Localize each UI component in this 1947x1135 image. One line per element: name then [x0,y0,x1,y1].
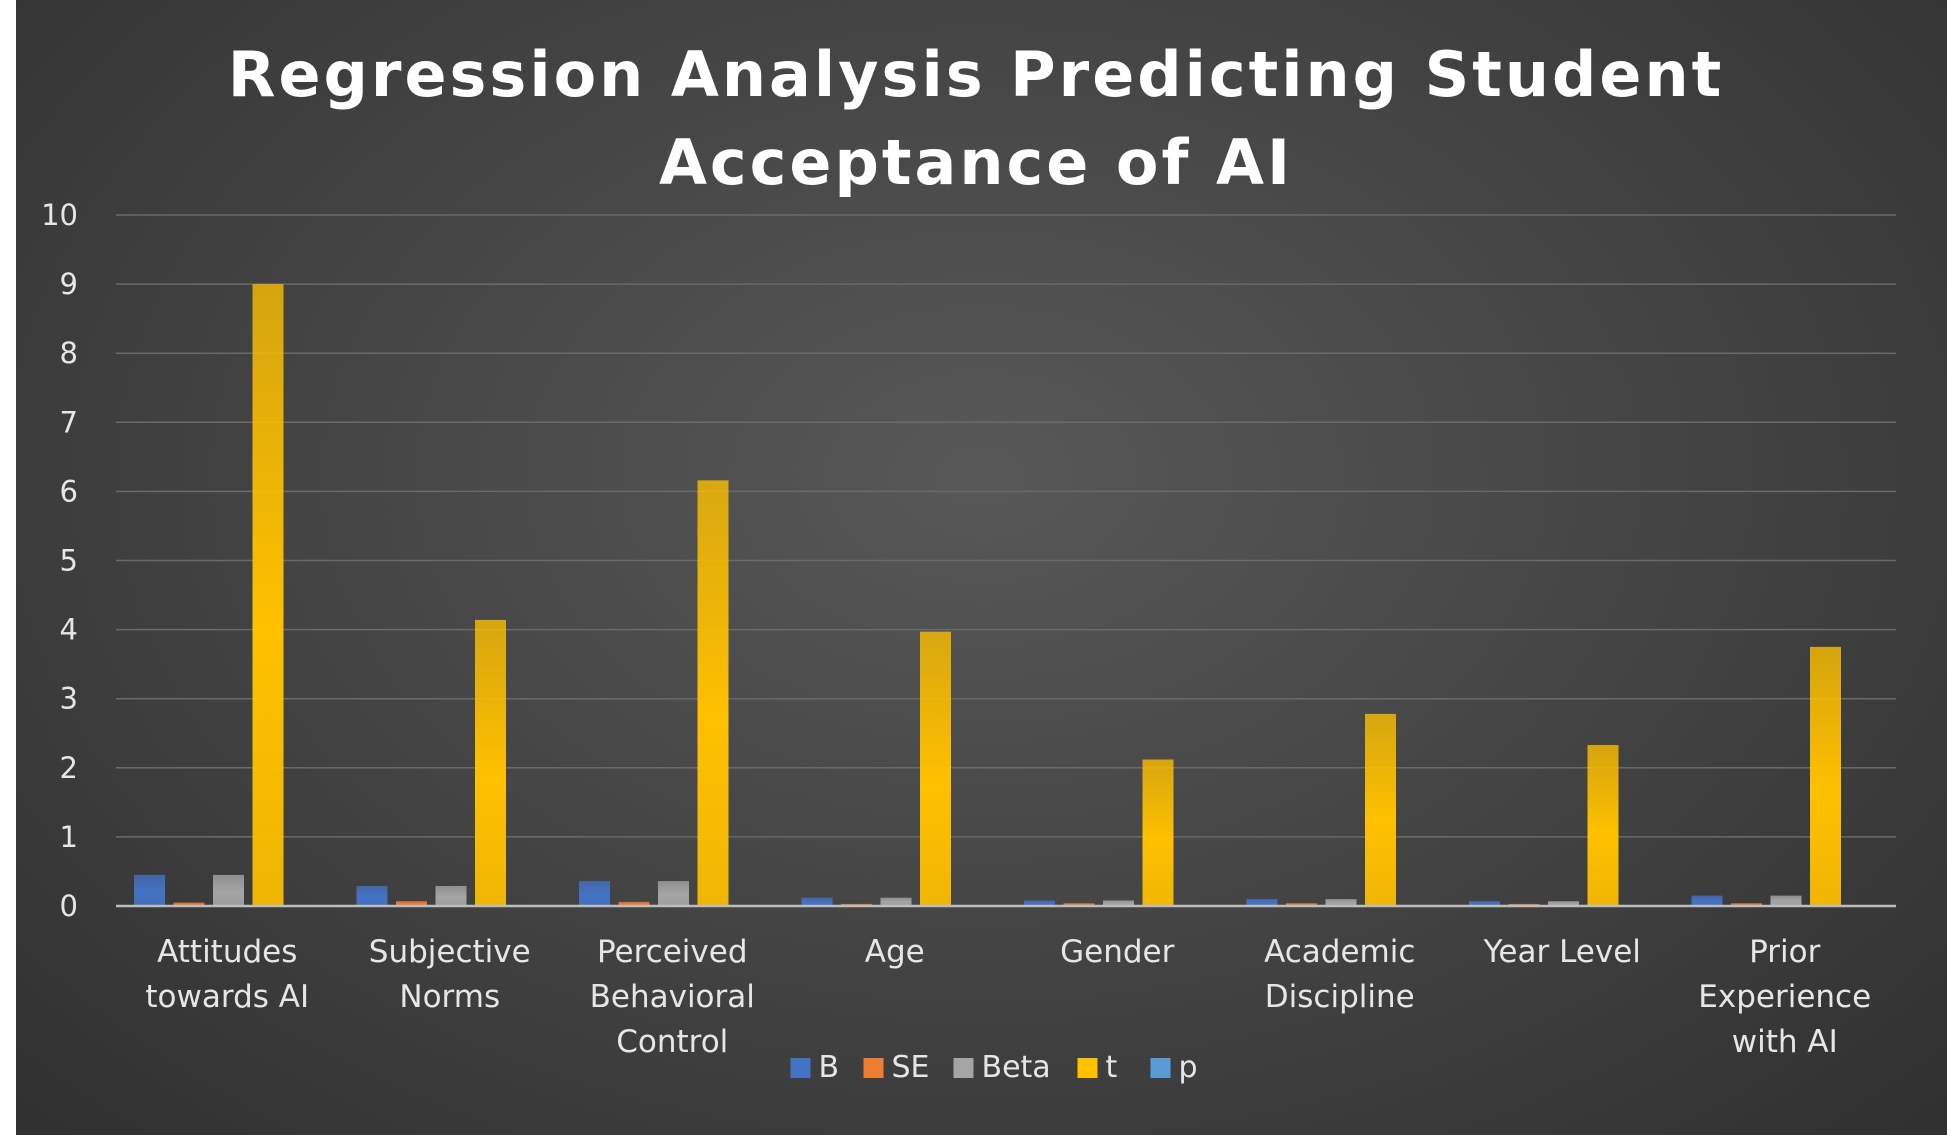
bar-t-7 [1810,646,1841,906]
x-category-label-line: Subjective [369,934,531,970]
legend-swatch-p [1150,1058,1171,1078]
bar-t-2 [697,480,729,906]
gridlines [116,214,1896,838]
bar-se-1 [396,901,427,906]
x-axis-category-labels: Attitudes towards AI Subjective Norms Percei… [145,934,1871,1060]
x-category-label-line: Prior [1749,934,1820,970]
bar-se-4 [1063,903,1095,906]
y-tick-label: 6 [60,474,78,508]
y-tick-label: 3 [60,682,78,716]
x-category-label: Prior Experience with AI [1698,934,1871,1060]
bar-beta-2 [658,881,689,906]
x-category-label: Perceived Behavioral Control [590,934,755,1060]
y-tick-label: 9 [60,267,78,301]
x-category-label-line: Experience [1698,979,1871,1015]
bar-t-4 [1142,759,1174,906]
chart-title-line: Regression Analysis Predicting Student [228,38,1725,111]
bar-se-5 [1286,903,1317,906]
y-tick-label: 5 [60,544,78,578]
bar-b-6 [1469,901,1500,906]
bar-t-5 [1365,713,1396,906]
bar-se-2 [618,901,650,906]
legend-swatch-b [790,1058,811,1078]
legend-swatch-t [1077,1058,1098,1078]
bar-beta-0 [213,874,244,906]
y-tick-label: 0 [60,889,78,923]
bar-t-6 [1587,744,1619,906]
bar-beta-7 [1770,895,1802,906]
x-category-label-line: Age [865,934,925,970]
legend-label-p: p [1179,1050,1198,1085]
x-category-label: Academic Discipline [1264,934,1415,1015]
bar-beta-1 [435,885,467,906]
legend: B SE Beta t p [790,1050,1198,1085]
x-category-label-line: with AI [1732,1024,1838,1060]
bar-se-7 [1731,903,1762,906]
bar-beta-5 [1325,899,1357,906]
bar-b-0 [134,874,165,906]
bar-b-2 [579,881,610,906]
x-category-label: Attitudes towards AI [145,934,309,1015]
bars [134,284,1841,907]
bar-beta-4 [1103,900,1134,906]
y-tick-label: 8 [60,336,78,370]
x-category-label-line: Control [616,1024,728,1060]
x-category-label: Age [865,934,925,970]
y-tick-label: 7 [60,405,78,439]
bar-beta-6 [1548,901,1579,906]
x-category-label-line: Discipline [1265,979,1415,1015]
legend-label-t: t [1106,1050,1118,1085]
bar-t-0 [252,284,284,907]
x-category-label-line: towards AI [145,979,309,1015]
y-tick-label: 4 [60,613,78,647]
x-category-label-line: Gender [1060,934,1174,970]
x-category-label-line: Perceived [597,934,748,970]
x-category-label-line: Academic [1264,934,1415,970]
bar-b-5 [1246,899,1278,906]
y-axis-tick-labels: 0 1 2 3 4 5 6 7 8 9 10 [41,198,78,923]
bar-b-3 [801,897,833,906]
y-tick-label: 2 [60,751,78,785]
legend-label-beta: Beta [982,1050,1051,1085]
bar-t-3 [920,631,951,906]
x-category-label-line: Attitudes [157,934,297,970]
bar-b-4 [1024,900,1055,906]
y-tick-label: 1 [60,820,78,854]
y-tick-label: 10 [41,198,78,232]
legend-label-b: B [819,1050,840,1085]
x-category-label: Year Level [1483,934,1641,970]
legend-label-se: SE [892,1050,930,1085]
x-category-label-line: Year Level [1483,934,1641,970]
bar-chart: Regression Analysis Predicting Student A… [41,38,1896,1085]
x-category-label-line: Norms [399,979,500,1015]
legend-swatch-beta [953,1058,974,1078]
bar-beta-3 [880,897,912,906]
chart-title-line: Acceptance of AI [659,126,1293,199]
x-category-label: Gender [1060,934,1174,970]
bar-b-1 [356,885,388,906]
bar-b-7 [1691,895,1723,906]
legend-swatch-se [863,1058,884,1078]
chart-title: Regression Analysis Predicting Student A… [228,38,1725,199]
bar-se-0 [173,902,205,906]
x-category-label: Subjective Norms [369,934,531,1015]
x-category-label-line: Behavioral [590,979,755,1015]
chart-panel: Regression Analysis Predicting Student A… [16,0,1947,1135]
bar-t-1 [475,619,506,906]
